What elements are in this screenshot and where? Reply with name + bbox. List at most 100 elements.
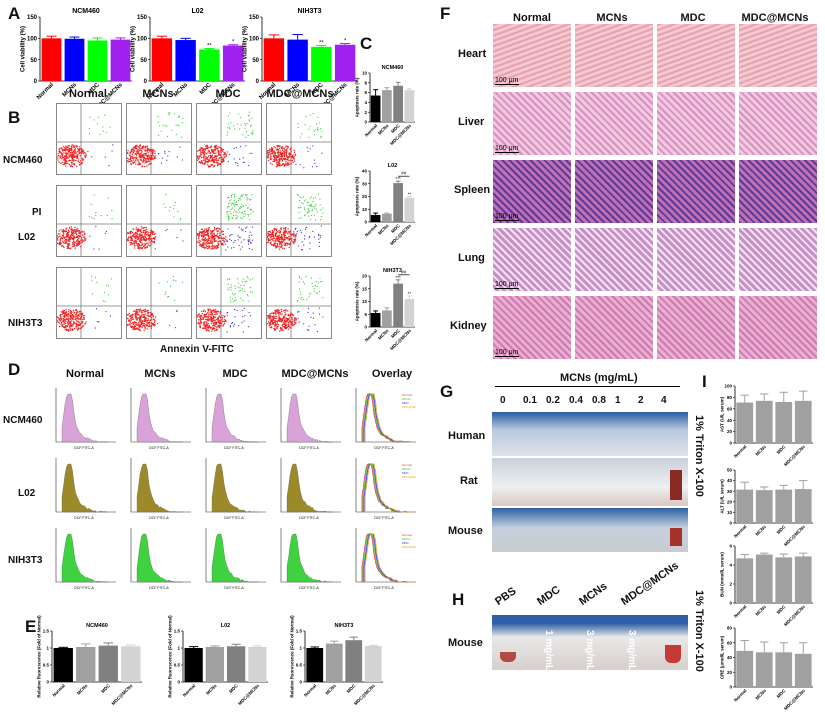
histology-image	[657, 296, 735, 359]
cell-dot	[298, 277, 301, 279]
cell-dot	[221, 317, 224, 319]
cell-dot	[151, 317, 153, 319]
cell-dot	[203, 324, 206, 326]
cell-dot	[182, 240, 184, 242]
cell-dot	[284, 147, 286, 149]
cell-dot	[65, 159, 67, 162]
cell-dot	[250, 287, 252, 289]
cell-dot	[76, 157, 78, 160]
cell-dot	[211, 154, 213, 156]
cell-dot	[139, 155, 141, 157]
cell-dot	[304, 124, 306, 126]
cell-dot	[202, 231, 204, 234]
cell-dot	[269, 323, 272, 325]
cell-dot	[217, 321, 220, 323]
cell-dot	[248, 235, 250, 237]
cell-dot	[243, 320, 245, 322]
cell-dot	[279, 149, 281, 152]
cell-dot	[67, 323, 69, 325]
cell-dot	[81, 231, 83, 233]
cell-dot	[149, 163, 151, 165]
histogram: DCF FITC-A	[202, 458, 266, 520]
cell-dot	[230, 199, 232, 201]
concentration-label: 0	[500, 395, 506, 406]
cell-dot	[173, 208, 175, 210]
cell-dot	[270, 243, 272, 245]
cell-dot	[148, 160, 150, 162]
cell-dot	[136, 152, 139, 154]
cell-dot	[60, 322, 63, 324]
cell-dot	[84, 238, 87, 240]
cell-dot	[287, 231, 290, 233]
cell-dot	[134, 152, 137, 155]
cell-dot	[216, 328, 218, 331]
y-tick-label: 0	[34, 79, 38, 85]
y-tick-label: 1	[177, 646, 180, 651]
cell-dot	[142, 322, 144, 325]
cell-dot	[173, 204, 175, 207]
cell-dot	[283, 235, 286, 238]
cell-dot	[214, 321, 216, 323]
cell-dot	[284, 243, 286, 245]
cell-dot	[206, 326, 209, 329]
cell-dot	[252, 211, 254, 213]
cell-dot	[274, 233, 277, 235]
cell-dot	[137, 328, 139, 331]
cell-dot	[302, 202, 304, 205]
cell-dot	[76, 329, 79, 331]
cell-dot	[267, 231, 270, 233]
cell-dot	[142, 236, 144, 238]
cell-dot	[201, 162, 203, 164]
bar	[325, 643, 343, 682]
cell-dot	[200, 154, 202, 156]
cell-dot	[79, 231, 81, 234]
cell-dot	[270, 152, 272, 155]
cell-dot	[63, 237, 66, 240]
cell-dot	[64, 316, 66, 318]
cell-dot	[138, 308, 140, 311]
cell-dot	[227, 246, 229, 248]
cell-dot	[267, 239, 270, 242]
cell-dot	[77, 244, 79, 246]
cell-dot	[128, 158, 130, 160]
cell-dot	[270, 233, 272, 236]
x-tick-label: Normal	[51, 683, 66, 698]
cell-dot	[62, 317, 65, 320]
cell-dot	[58, 161, 60, 163]
cell-dot	[141, 165, 144, 167]
cell-dot	[68, 157, 70, 159]
cell-dot	[234, 285, 236, 287]
cell-dot	[111, 210, 113, 212]
y-tick-label: 20	[362, 274, 368, 279]
cell-dot	[279, 320, 281, 323]
cell-dot	[285, 231, 287, 233]
cell-dot	[274, 317, 276, 319]
cell-dot	[161, 162, 163, 164]
f-col-mdc-mcns: MDC@MCNs	[741, 12, 809, 24]
cell-dot	[133, 247, 136, 249]
cell-dot	[56, 320, 59, 323]
cell-dot	[200, 310, 203, 312]
cell-dot	[216, 321, 218, 323]
histogram-axis-label: DCF FITC-A	[374, 516, 394, 520]
legend-entry: Normal	[402, 393, 412, 397]
cell-dot	[270, 241, 272, 244]
cell-dot	[212, 325, 214, 327]
cell-dot	[227, 228, 229, 230]
cell-dot	[200, 314, 203, 317]
cell-dot	[248, 204, 250, 206]
cell-dot	[275, 165, 278, 168]
cell-dot	[205, 247, 207, 249]
cell-dot	[247, 239, 249, 241]
cell-dot	[207, 329, 209, 331]
cell-dot	[285, 309, 287, 311]
cell-dot	[204, 157, 206, 160]
cell-dot	[297, 126, 299, 128]
cell-dot	[273, 240, 275, 242]
histology-image	[657, 92, 735, 155]
cell-dot	[248, 300, 250, 302]
cell-dot	[299, 164, 301, 166]
cell-dot	[205, 228, 208, 230]
cell-dot	[212, 246, 214, 248]
cell-dot	[277, 156, 279, 158]
